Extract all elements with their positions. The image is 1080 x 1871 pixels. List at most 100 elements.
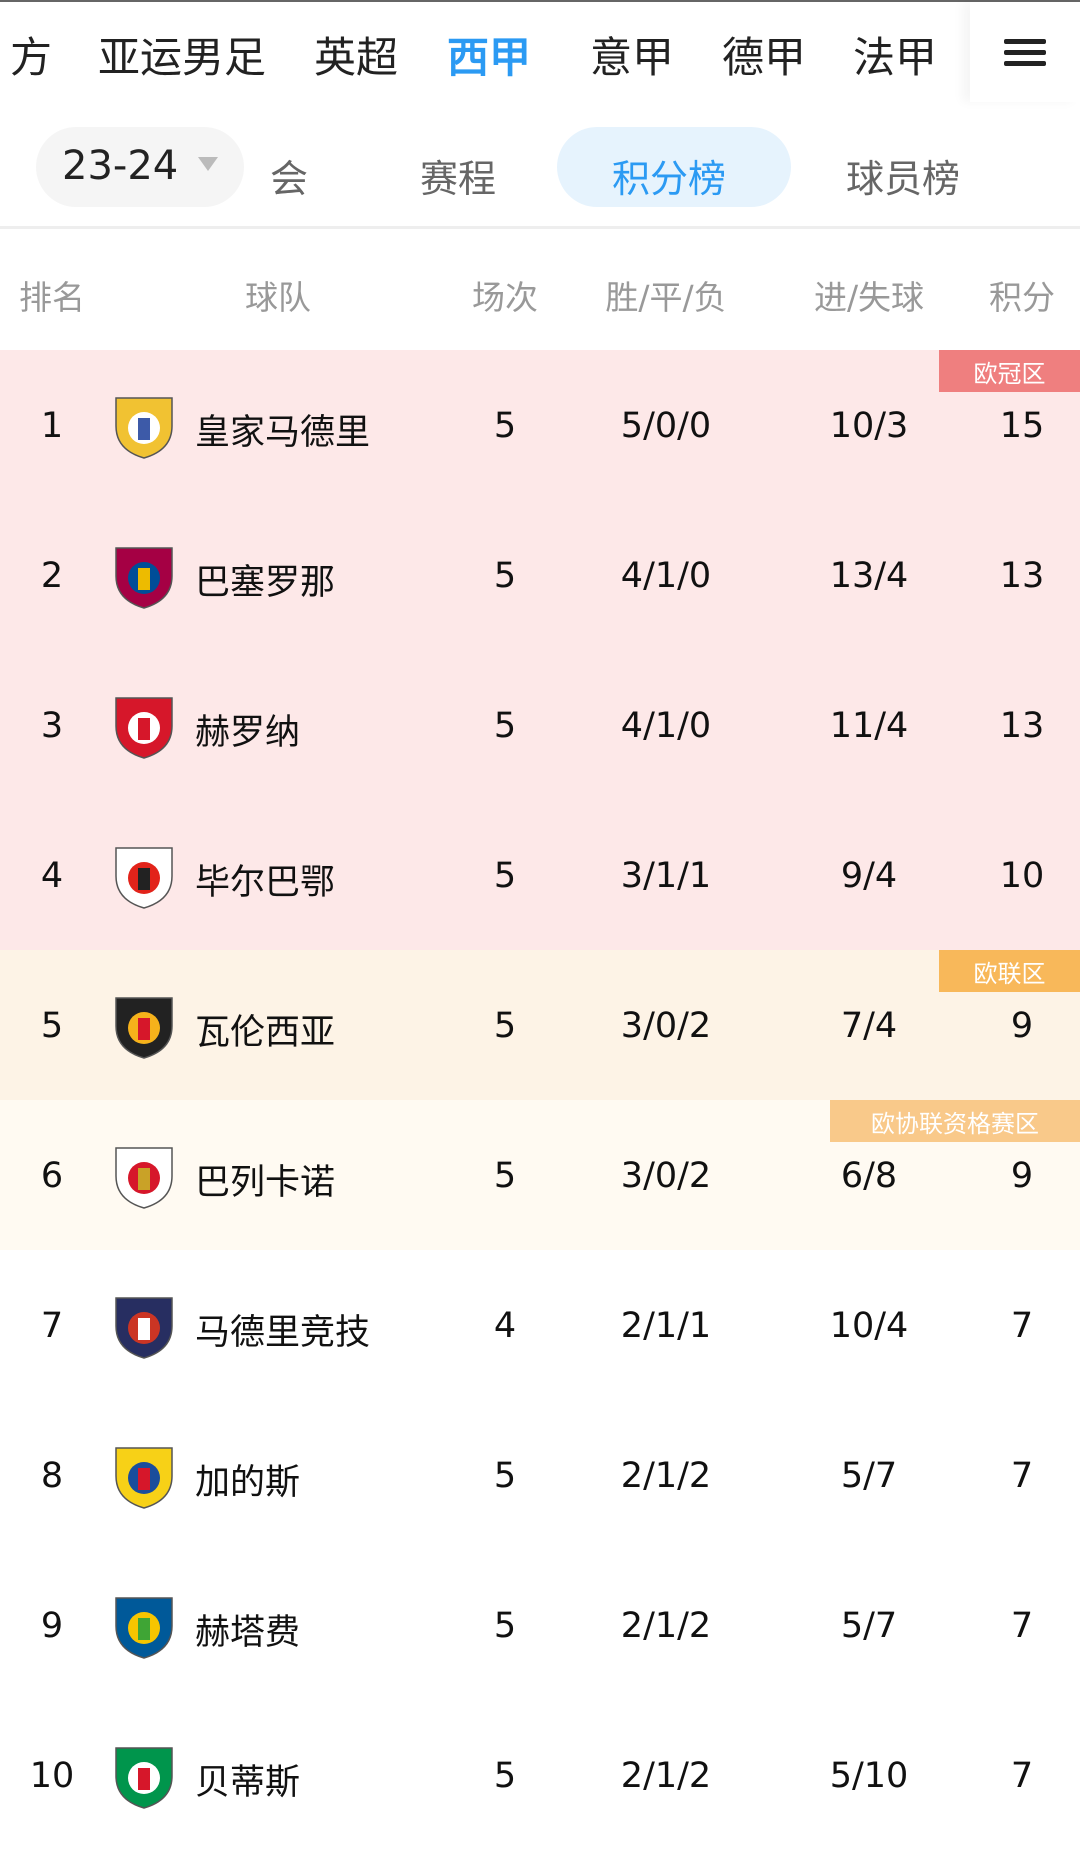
goals: 5/7 — [840, 1456, 898, 1496]
team-logo-icon — [115, 997, 173, 1059]
team-logo-icon — [115, 847, 173, 909]
league-tab[interactable]: 法甲 — [853, 33, 938, 82]
league-tab[interactable]: 德甲 — [722, 33, 807, 82]
team-name[interactable]: 贝蒂斯 — [195, 1763, 301, 1803]
points: 15 — [999, 406, 1045, 446]
wdl: 2/1/2 — [620, 1756, 712, 1796]
rank: 9 — [40, 1606, 64, 1646]
sub-tab[interactable]: 赛程 — [420, 157, 497, 201]
team-logo-icon — [115, 1297, 173, 1359]
table-row[interactable]: 9 赫塔费 5 2/1/2 5/7 7 — [0, 1550, 1080, 1700]
team-name[interactable]: 巴塞罗那 — [195, 563, 336, 603]
wdl: 2/1/1 — [620, 1306, 712, 1346]
hamburger-menu-icon[interactable] — [970, 2, 1080, 102]
rank: 6 — [40, 1156, 64, 1196]
wdl: 5/0/0 — [620, 406, 712, 446]
points: 7 — [1010, 1606, 1034, 1646]
played: 5 — [493, 406, 517, 446]
played: 4 — [493, 1306, 517, 1346]
league-tab[interactable]: 意甲 — [590, 33, 675, 82]
team-name[interactable]: 毕尔巴鄂 — [195, 863, 336, 903]
points: 9 — [1010, 1006, 1034, 1046]
col-rank: 排名 — [19, 278, 85, 317]
played: 5 — [493, 1156, 517, 1196]
rank: 4 — [40, 856, 64, 896]
goals: 10/4 — [829, 1306, 909, 1346]
team-name[interactable]: 瓦伦西亚 — [195, 1013, 336, 1053]
team-name[interactable]: 皇家马德里 — [195, 413, 371, 453]
col-wdl: 胜/平/负 — [605, 278, 727, 317]
points: 7 — [1010, 1306, 1034, 1346]
played: 5 — [493, 1756, 517, 1796]
team-logo-icon — [115, 1747, 173, 1809]
sub-tab[interactable]: 球员榜 — [846, 157, 961, 201]
sub-tab[interactable]: 会 — [270, 157, 309, 201]
played: 5 — [493, 1006, 517, 1046]
rank: 2 — [40, 556, 64, 596]
wdl: 4/1/0 — [620, 556, 712, 596]
team-logo-icon — [115, 397, 173, 459]
league-tab[interactable]: 西甲 — [447, 33, 532, 82]
table-row[interactable]: 3 赫罗纳 5 4/1/0 11/4 13 — [0, 650, 1080, 800]
played: 5 — [493, 1456, 517, 1496]
league-tab[interactable]: 英超 — [314, 33, 399, 82]
points: 7 — [1010, 1456, 1034, 1496]
team-logo-icon — [115, 697, 173, 759]
zone-badge: 欧冠区 — [939, 350, 1080, 392]
goals: 9/4 — [840, 856, 898, 896]
col-played: 场次 — [472, 278, 538, 317]
season-value: 23-24 — [62, 143, 179, 189]
league-tab-bar: 法甲 德甲 意甲 西甲 英超 亚运男足方 — [0, 0, 1080, 113]
goals: 7/4 — [840, 1006, 898, 1046]
goals: 10/3 — [829, 406, 909, 446]
rank: 7 — [40, 1306, 64, 1346]
points: 10 — [999, 856, 1045, 896]
col-goals: 进/失球 — [813, 278, 925, 317]
team-logo-icon — [115, 1147, 173, 1209]
team-name[interactable]: 巴列卡诺 — [195, 1163, 336, 1203]
team-logo-icon — [115, 1597, 173, 1659]
goals: 5/7 — [840, 1606, 898, 1646]
table-header: 排名 球队 场次 胜/平/负 进/失球 积分 — [0, 229, 1080, 350]
goals: 6/8 — [840, 1156, 898, 1196]
table-row[interactable]: 1 皇家马德里 5 5/0/0 10/3 15 欧冠区 — [0, 350, 1080, 500]
table-row[interactable]: 6 巴列卡诺 5 3/0/2 6/8 9 欧协联资格赛区 — [0, 1100, 1080, 1250]
active-tab-highlight — [557, 127, 791, 207]
rank: 5 — [40, 1006, 64, 1046]
wdl: 4/1/0 — [620, 706, 712, 746]
col-team: 球队 — [245, 278, 311, 317]
wdl: 3/0/2 — [620, 1006, 712, 1046]
dropdown-triangle-icon — [198, 157, 218, 171]
goals: 5/10 — [829, 1756, 909, 1796]
team-name[interactable]: 赫塔费 — [195, 1613, 301, 1653]
season-selector[interactable]: 23-24 — [36, 127, 244, 207]
table-row[interactable]: 4 毕尔巴鄂 5 3/1/1 9/4 10 — [0, 800, 1080, 950]
league-tab[interactable]: 方 — [10, 33, 53, 82]
points: 13 — [999, 706, 1045, 746]
sub-tab[interactable]: 积分榜 — [612, 157, 727, 201]
team-name[interactable]: 赫罗纳 — [195, 713, 301, 753]
goals: 11/4 — [829, 706, 909, 746]
played: 5 — [493, 556, 517, 596]
sub-tab-bar: 23-24 会 赛程 积分榜 球员榜 — [0, 113, 1080, 229]
table-row[interactable]: 5 瓦伦西亚 5 3/0/2 7/4 9 欧联区 — [0, 950, 1080, 1100]
points: 13 — [999, 556, 1045, 596]
table-row[interactable]: 7 马德里竞技 4 2/1/1 10/4 7 — [0, 1250, 1080, 1400]
col-points: 积分 — [989, 278, 1055, 317]
wdl: 2/1/2 — [620, 1606, 712, 1646]
zone-badge: 欧协联资格赛区 — [830, 1100, 1080, 1142]
team-name[interactable]: 加的斯 — [195, 1463, 301, 1503]
table-row[interactable]: 2 巴塞罗那 5 4/1/0 13/4 13 — [0, 500, 1080, 650]
played: 5 — [493, 856, 517, 896]
table-row[interactable]: 10 贝蒂斯 5 2/1/2 5/10 7 — [0, 1700, 1080, 1850]
league-tab[interactable]: 亚运男足 — [98, 33, 267, 82]
wdl: 2/1/2 — [620, 1456, 712, 1496]
team-name[interactable]: 马德里竞技 — [195, 1313, 371, 1353]
table-row[interactable]: 8 加的斯 5 2/1/2 5/7 7 — [0, 1400, 1080, 1550]
rank: 8 — [40, 1456, 64, 1496]
wdl: 3/0/2 — [620, 1156, 712, 1196]
zone-badge: 欧联区 — [939, 950, 1080, 992]
points: 7 — [1010, 1756, 1034, 1796]
wdl: 3/1/1 — [620, 856, 712, 896]
team-logo-icon — [115, 547, 173, 609]
